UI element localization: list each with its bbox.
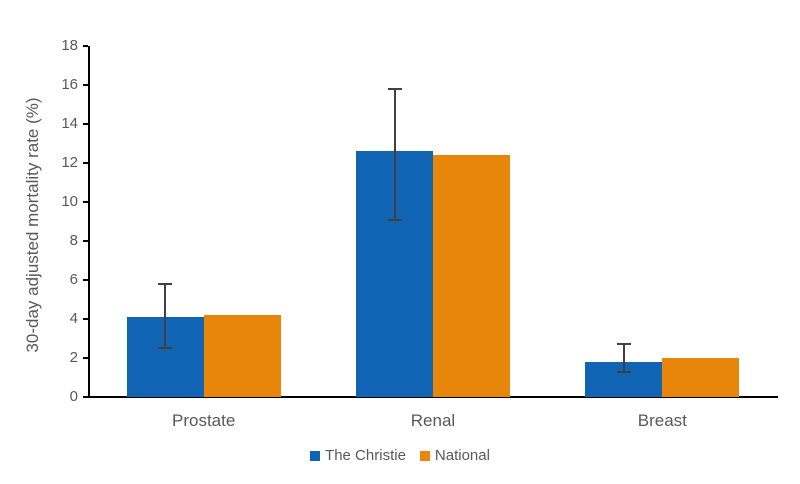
category-label: Breast	[637, 411, 687, 430]
error-bar-line	[393, 88, 396, 220]
legend-swatch-national-icon	[419, 450, 430, 461]
error-bar-line	[622, 344, 625, 372]
y-tick-label: 16	[61, 76, 78, 93]
legend-label-national: National	[434, 447, 490, 464]
y-tick-label: 6	[69, 271, 78, 288]
error-bar-line	[164, 283, 167, 349]
y-tick-label: 18	[61, 37, 78, 54]
error-bar-cap-bottom	[616, 370, 631, 373]
y-tick-mark	[83, 240, 88, 242]
category-label: Renal	[410, 411, 456, 430]
y-tick-mark	[83, 318, 88, 320]
error-bar-cap-top	[616, 343, 631, 346]
x-axis-line	[88, 396, 778, 398]
legend-swatch-the-christie-icon	[310, 450, 321, 461]
legend-item-the-christie: The Christie	[310, 447, 406, 464]
y-tick-mark	[83, 84, 88, 86]
y-tick-label: 2	[69, 349, 78, 366]
legend-label-the-christie: The Christie	[325, 447, 406, 464]
y-tick-label: 10	[61, 193, 78, 210]
bar-national	[203, 315, 281, 397]
y-tick-label: 0	[69, 388, 78, 405]
error-bar-cap-bottom	[387, 218, 402, 221]
y-tick-mark	[83, 396, 88, 398]
error-bar-cap-top	[387, 87, 402, 90]
y-tick-label: 14	[61, 115, 78, 132]
y-tick-mark	[83, 162, 88, 164]
y-tick-mark	[83, 201, 88, 203]
y-tick-label: 4	[69, 310, 78, 327]
y-tick-label: 8	[69, 232, 78, 249]
y-tick-mark	[83, 123, 88, 125]
y-tick-mark	[83, 45, 88, 47]
y-tick-label: 12	[61, 154, 78, 171]
error-bar-cap-bottom	[158, 347, 173, 350]
y-axis-line	[88, 46, 90, 398]
error-bar-cap-top	[158, 282, 173, 285]
y-tick-mark	[83, 357, 88, 359]
bar-national	[662, 358, 740, 397]
legend-item-national: National	[419, 447, 490, 464]
category-label: Prostate	[172, 411, 236, 430]
legend: The Christie National	[0, 447, 800, 464]
y-tick-mark	[83, 279, 88, 281]
bar-national	[433, 155, 510, 397]
